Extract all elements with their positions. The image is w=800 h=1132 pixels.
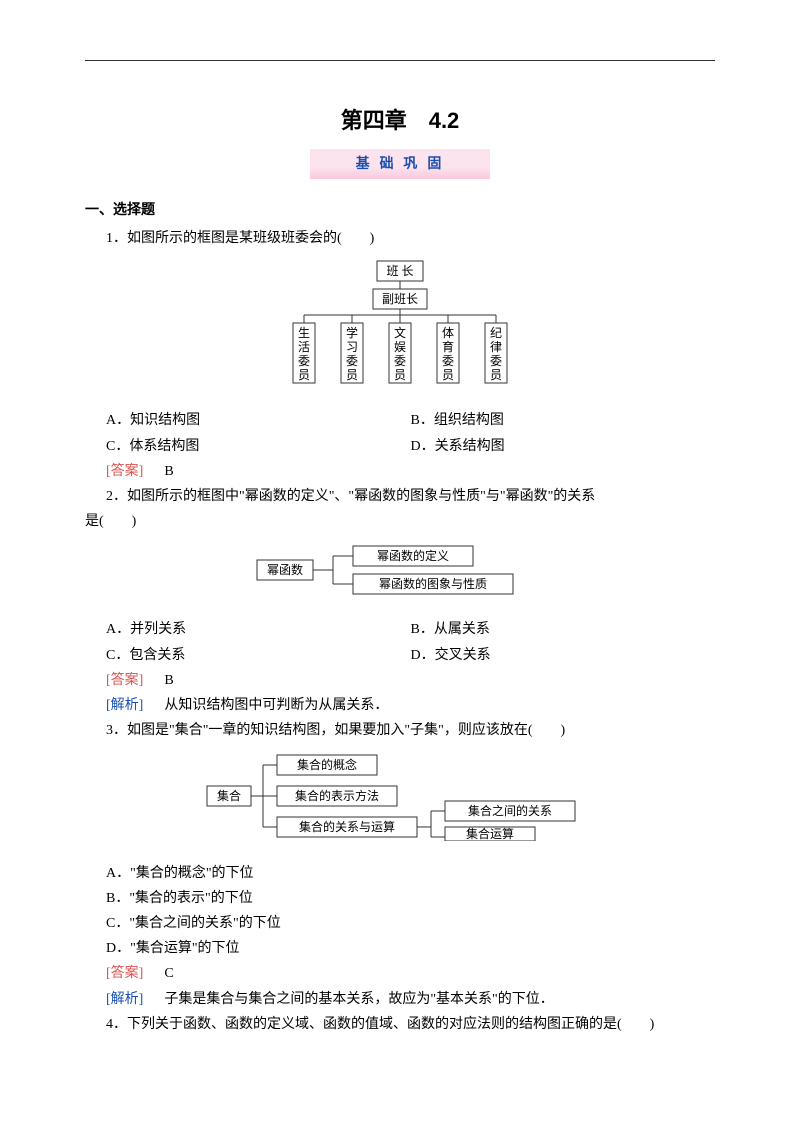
q3-analysis-line: [解析] 子集是集合与集合之间的基本关系，故应为"基本关系"的下位．	[85, 987, 715, 1012]
q2-options-row1: A．并列关系 B．从属关系	[106, 617, 715, 642]
page-top-rule	[85, 60, 715, 61]
q2-diagram: 幂函数 幂函数的定义 幂函数的图象与性质	[85, 542, 715, 607]
svg-text:集合的表示方法: 集合的表示方法	[295, 788, 379, 803]
svg-text:员: 员	[490, 368, 502, 382]
q2-answer: B	[164, 673, 173, 688]
q3-optD: D．"集合运算"的下位	[85, 936, 715, 961]
q2-optD: D．交叉关系	[411, 643, 716, 668]
q2-stem2: 是( )	[85, 509, 715, 534]
svg-text:集合运算: 集合运算	[466, 826, 514, 841]
q2-analysis-line: [解析] 从知识结构图中可判断为从属关系．	[85, 693, 715, 718]
q1-answer: B	[164, 464, 173, 479]
q1-answer-line: [答案] B	[85, 459, 715, 484]
svg-text:学: 学	[346, 325, 358, 340]
svg-text:活: 活	[298, 340, 310, 354]
svg-text:员: 员	[298, 368, 310, 382]
q2-options-row2: C．包含关系 D．交叉关系	[106, 643, 715, 668]
analysis-label: [解析]	[106, 698, 143, 713]
q3-diagram: 集合 集合的概念 集合的表示方法 集合的关系与运算 集合之间的关系 集合运算	[85, 751, 715, 850]
q1-optA: A．知识结构图	[106, 408, 411, 433]
q2-answer-line: [答案] B	[85, 668, 715, 693]
q1-optD: D．关系结构图	[411, 434, 716, 459]
q2-optB: B．从属关系	[411, 617, 716, 642]
svg-text:生: 生	[298, 326, 310, 340]
svg-text:委: 委	[394, 354, 406, 368]
svg-text:集合的概念: 集合的概念	[297, 757, 357, 772]
svg-text:幂函数: 幂函数	[267, 562, 303, 577]
q3-optB: B．"集合的表示"的下位	[85, 886, 715, 911]
banner-text: 基 础 巩 固	[356, 155, 445, 171]
svg-text:员: 员	[346, 368, 358, 382]
section-banner: 基 础 巩 固	[310, 149, 490, 179]
svg-text:文: 文	[394, 325, 406, 340]
svg-text:幂函数的定义: 幂函数的定义	[377, 548, 449, 563]
svg-text:副班长: 副班长	[382, 292, 418, 306]
q3-optA: A．"集合的概念"的下位	[85, 861, 715, 886]
svg-text:纪: 纪	[490, 326, 502, 340]
q2-optC: C．包含关系	[106, 643, 411, 668]
section-title: 一、选择题	[85, 197, 715, 222]
answer-label: [答案]	[106, 464, 143, 479]
q1-optB: B．组织结构图	[411, 408, 716, 433]
svg-text:委: 委	[490, 354, 502, 368]
svg-text:幂函数的图象与性质: 幂函数的图象与性质	[379, 576, 487, 591]
svg-text:律: 律	[490, 340, 502, 354]
svg-text:娱: 娱	[394, 340, 406, 354]
q3-optC: C．"集合之间的关系"的下位	[85, 911, 715, 936]
svg-text:育: 育	[442, 339, 454, 354]
answer-label: [答案]	[106, 673, 143, 688]
svg-text:委: 委	[346, 354, 358, 368]
q3-answer: C	[164, 966, 173, 981]
q2-stem1: 2．如图所示的框图中"幂函数的定义"、"幂函数的图象与性质"与"幂函数"的关系	[85, 484, 715, 509]
q1-options-row1: A．知识结构图 B．组织结构图	[106, 408, 715, 433]
svg-text:班 长: 班 长	[386, 264, 413, 278]
svg-text:集合: 集合	[217, 788, 241, 803]
q3-analysis: 子集是集合与集合之间的基本关系，故应为"基本关系"的下位．	[164, 992, 553, 1007]
answer-label: [答案]	[106, 966, 143, 981]
svg-text:集合的关系与运算: 集合的关系与运算	[299, 819, 395, 834]
svg-text:员: 员	[442, 368, 454, 382]
svg-text:集合之间的关系: 集合之间的关系	[468, 803, 552, 818]
chapter-title: 第四章 4.2	[85, 101, 715, 141]
svg-text:体: 体	[442, 326, 454, 340]
q2-analysis: 从知识结构图中可判断为从属关系．	[164, 698, 388, 713]
q3-stem: 3．如图是"集合"一章的知识结构图，如果要加入"子集"，则应该放在( )	[85, 718, 715, 743]
q1-optC: C．体系结构图	[106, 434, 411, 459]
svg-text:习: 习	[346, 340, 358, 354]
q3-answer-line: [答案] C	[85, 961, 715, 986]
q1-stem: 1．如图所示的框图是某班级班委会的( )	[85, 226, 715, 251]
q2-optA: A．并列关系	[106, 617, 411, 642]
svg-text:员: 员	[394, 368, 406, 382]
svg-text:委: 委	[298, 354, 310, 368]
svg-text:委: 委	[442, 354, 454, 368]
q1-options-row2: C．体系结构图 D．关系结构图	[106, 434, 715, 459]
q4-stem: 4．下列关于函数、函数的定义域、函数的值域、函数的对应法则的结构图正确的是( )	[85, 1012, 715, 1037]
analysis-label: [解析]	[106, 992, 143, 1007]
q1-diagram: 班 长 副班长 生活委员 学习委员 文娱委员 体育委员 纪律委员	[85, 259, 715, 398]
